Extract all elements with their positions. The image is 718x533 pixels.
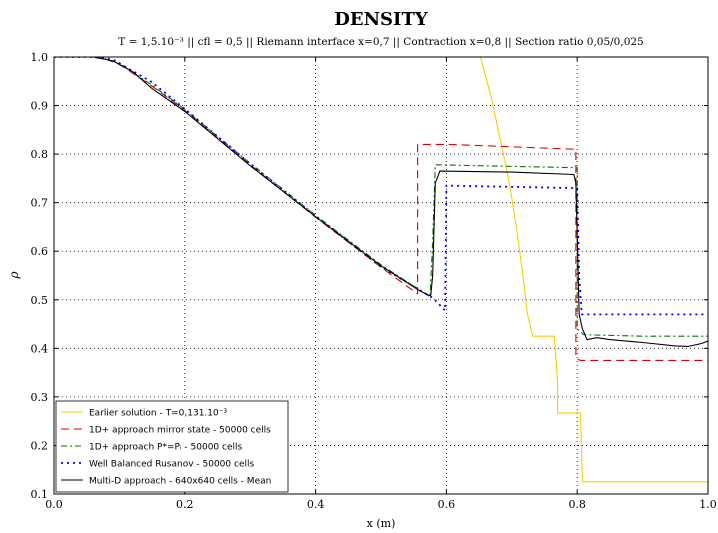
legend-label: 1D+ approach P*=Pᵢ - 50000 cells [89,443,242,453]
legend-label: Well Balanced Rusanov - 50000 cells [89,460,254,470]
y-tick-label: 0.4 [31,342,49,355]
axis-ticks: 0.0 0.2 0.4 0.6 0.8 1.0 0.1 0.2 0.3 0.4 0.5 0.6 0.7 0… [31,51,717,511]
y-axis-label: ρ [7,271,21,279]
legend-label: Multi-D approach - 640x640 cells - Mean [89,477,271,487]
x-tick-label: 0.8 [568,498,586,511]
series-line-3 [54,57,708,337]
legend: Earlier solution - T=0,131.10⁻³ 1D+ appro… [55,400,289,493]
y-tick-label: 0.5 [31,294,49,307]
legend-box [55,400,289,493]
x-tick-label: 0.0 [45,498,63,511]
legend-label: Earlier solution - T=0,131.10⁻³ [89,409,227,419]
x-axis-label: x (m) [367,517,396,530]
plot-frame [53,56,709,495]
series-line-5 [54,57,708,347]
series-line-1 [54,57,708,483]
y-tick-label: 1.0 [31,51,49,64]
y-tick-label: 0.1 [31,488,49,501]
legend-label: 1D+ approach mirror state - 50000 cells [89,426,271,436]
y-tick-label: 0.8 [31,148,49,161]
x-tick-label: 0.6 [438,498,456,511]
y-tick-label: 0.6 [31,245,49,258]
chart-subtitle: T = 1,5.10⁻³ || cfl = 0,5 || Riemann int… [118,36,644,49]
x-tick-label: 1.0 [699,498,717,511]
x-tick-label: 0.4 [307,498,325,511]
grid-lines [54,57,708,494]
series-line-2 [54,57,708,362]
series-line-4 [54,57,708,316]
y-tick-label: 0.2 [31,439,49,452]
x-tick-label: 0.2 [176,498,194,511]
chart-title: DENSITY [334,9,429,30]
plot-area [54,57,708,483]
y-tick-label: 0.7 [31,197,49,210]
y-tick-label: 0.9 [31,100,49,113]
y-tick-label: 0.3 [31,391,49,404]
